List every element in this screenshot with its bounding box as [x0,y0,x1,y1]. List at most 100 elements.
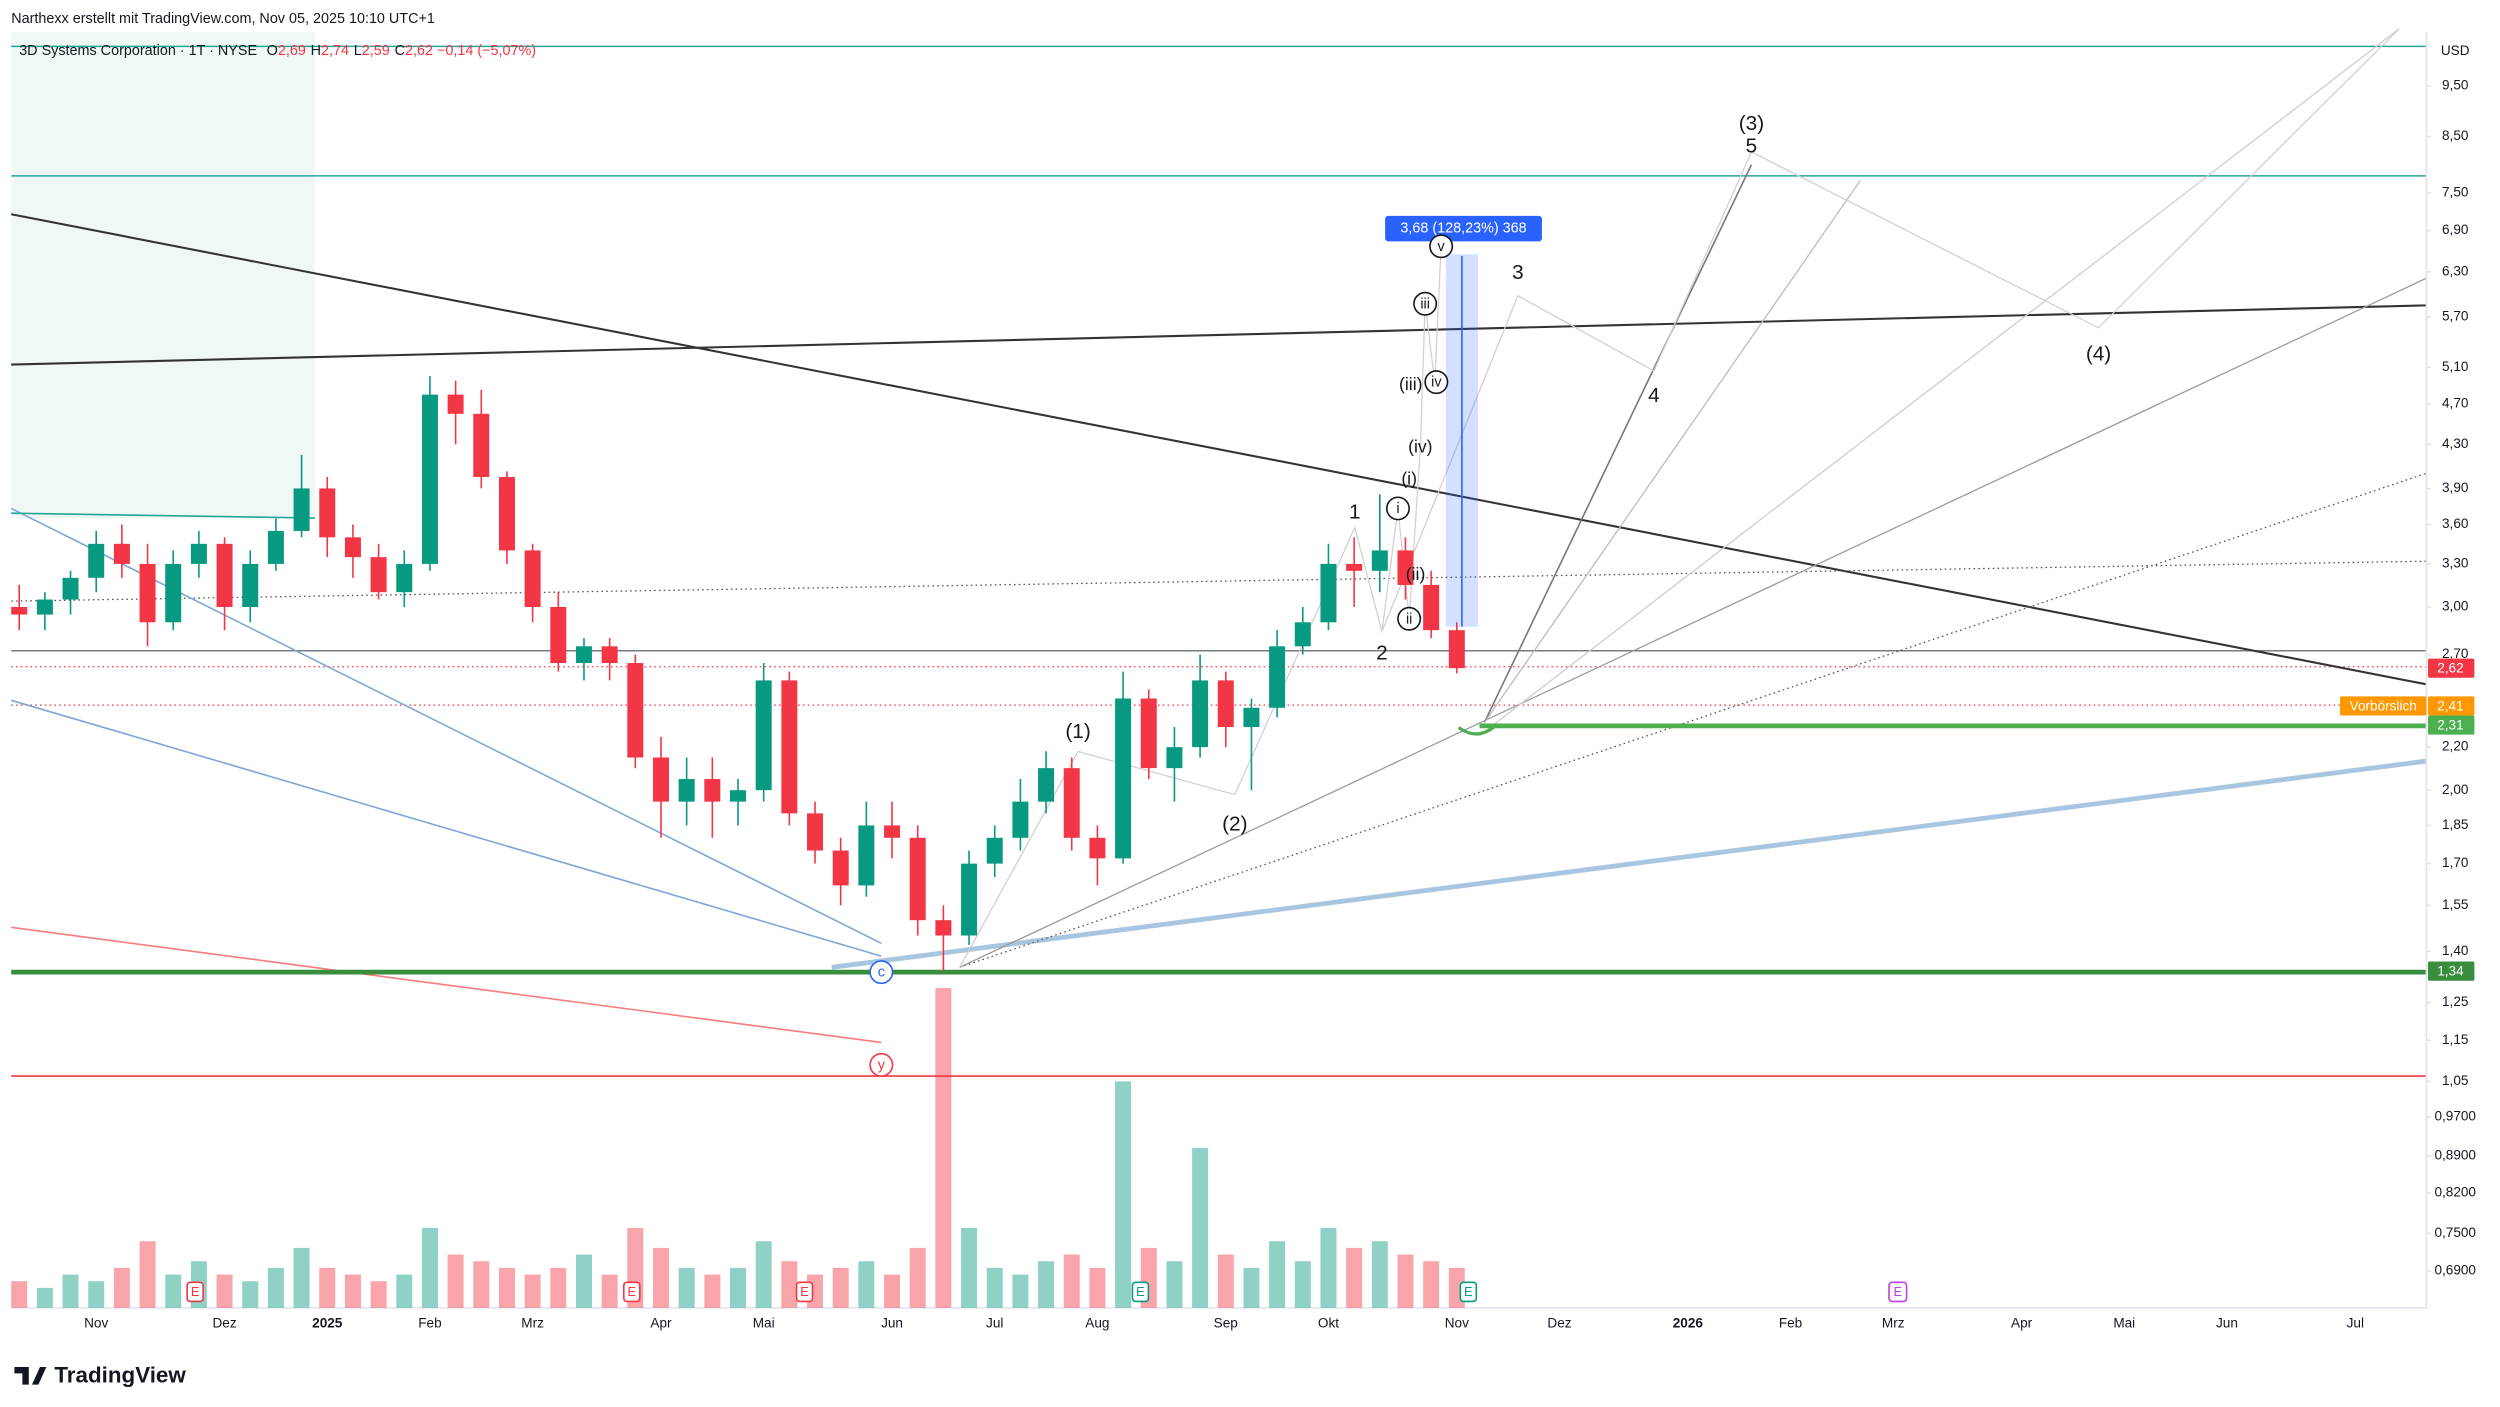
volume-bar [1269,1241,1286,1308]
volume-bar [909,1247,926,1308]
trend-line [1483,164,1753,724]
volume-bar [1320,1227,1337,1308]
candle-body [755,680,772,791]
volume-bar [216,1274,233,1308]
candle-body [344,537,361,558]
wave-circle-label: i [1396,501,1399,517]
y-tick-label: 3,00 [2442,599,2469,614]
candle-body [1371,550,1388,571]
ohlc-key: O [267,43,278,59]
volume-bar [1217,1254,1234,1308]
trend-line [1483,180,1861,724]
volume-bar [267,1267,284,1308]
volume-bar [1294,1261,1311,1308]
y-tick-label: 4,70 [2442,396,2469,411]
volume-bar [421,1227,438,1308]
ohlc-key: C [395,43,405,59]
brand: TradingView [54,1363,186,1388]
y-tick-label: 2,20 [2442,739,2469,754]
x-tick-label: Feb [418,1315,441,1330]
y-tick-label: 0,9700 [2434,1109,2476,1124]
wave-label: 1 [1349,501,1361,524]
volume-bar [370,1281,387,1308]
volume-bar [704,1274,721,1308]
event-icon [1131,1281,1150,1303]
price-badge [2428,961,2475,981]
volume-bar [165,1274,182,1308]
candle-body [242,563,259,607]
candle-body [1269,646,1286,708]
wave-label: 2 [1376,641,1388,664]
candle-body [1140,698,1157,769]
wave-circle [1429,234,1454,259]
candle-body [1346,563,1363,571]
candle-body [370,557,387,593]
ohlc-key: L [354,43,362,59]
volume-bar [113,1267,130,1308]
volume-bar [242,1281,259,1308]
candle-body [498,476,515,551]
candle-body [1012,801,1029,838]
y-tick-label: 3,60 [2442,516,2469,531]
wave-label: 5 [1746,135,1758,158]
x-tick-label: Dez [212,1315,236,1330]
volume-bar [1397,1254,1414,1308]
wave-circle [869,1052,894,1077]
y-tick-label: 5,10 [2442,359,2469,374]
candle-body [62,577,79,600]
candle-body [1423,584,1440,631]
ohlc-value: 2,59 [362,43,390,59]
y-tick-label: 7,50 [2442,185,2469,200]
volume-bar [498,1267,515,1308]
measure-badge [1385,215,1542,242]
x-tick-label: Mai [753,1315,775,1330]
candle-body [165,563,182,623]
volume-bar [1038,1261,1055,1308]
volume-bar [1243,1267,1260,1308]
candle-body [575,646,592,664]
wave-circle-label: c [878,965,885,981]
event-label: E [1464,1284,1473,1299]
candle-body [396,563,413,593]
candle-body [781,680,798,814]
volume-bar [986,1267,1003,1308]
event-label: E [191,1284,200,1299]
volume-bar [473,1261,490,1308]
event-icon [795,1281,814,1303]
y-tick-label: 0,7500 [2434,1225,2476,1240]
x-tick-label: Apr [650,1315,672,1330]
brand-logo [14,1367,47,1385]
candle-body [447,394,464,414]
arc [1457,723,1499,736]
candle-body [730,790,747,802]
price-badge [2428,658,2475,678]
candle-body [935,920,952,936]
candle-body [961,863,978,936]
volume-bar [884,1274,901,1308]
candle-body [1166,747,1183,769]
event-icon [1459,1281,1478,1303]
volume-bar [344,1274,361,1308]
candle-body [88,543,105,578]
candle-body [1243,707,1260,728]
candle-body [1397,550,1414,585]
highlight-zone [11,31,316,519]
x-tick-label: Feb [1779,1315,1802,1330]
ohlc-value: 2,62 [405,43,433,59]
volume-bar [396,1274,413,1308]
y-tick-label: 2,70 [2442,646,2469,661]
volume-bar [1346,1247,1363,1308]
wave-circle [1424,370,1449,395]
candle-body [421,394,438,564]
event-label: E [1894,1284,1903,1299]
y-tick-label: 5,70 [2442,309,2469,324]
candle-body [11,606,28,615]
wave-circle-label: y [878,1057,886,1073]
volume-bar [961,1227,978,1308]
wave-circle [1385,496,1410,521]
candle-body [293,488,310,531]
wave-label: (ii) [1406,564,1426,584]
candle-body [1115,698,1132,859]
